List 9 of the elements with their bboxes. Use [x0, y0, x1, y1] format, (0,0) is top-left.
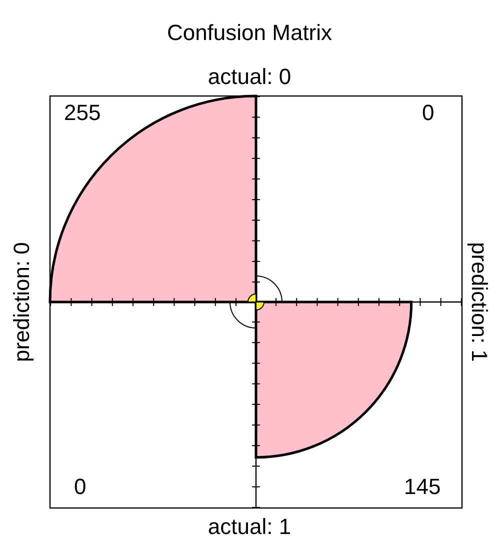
text: Confusion Matrix	[166, 20, 334, 46]
data-label: 255	[64, 100, 101, 126]
category-label: prediction: 0	[9, 241, 35, 364]
data-label: 145	[404, 474, 441, 500]
text: actual: 0	[206, 64, 292, 90]
data-label: 0	[74, 474, 86, 500]
text: actual: 1	[206, 514, 292, 540]
data-label: 0	[422, 100, 434, 126]
category-label: prediction: 1	[466, 241, 492, 364]
